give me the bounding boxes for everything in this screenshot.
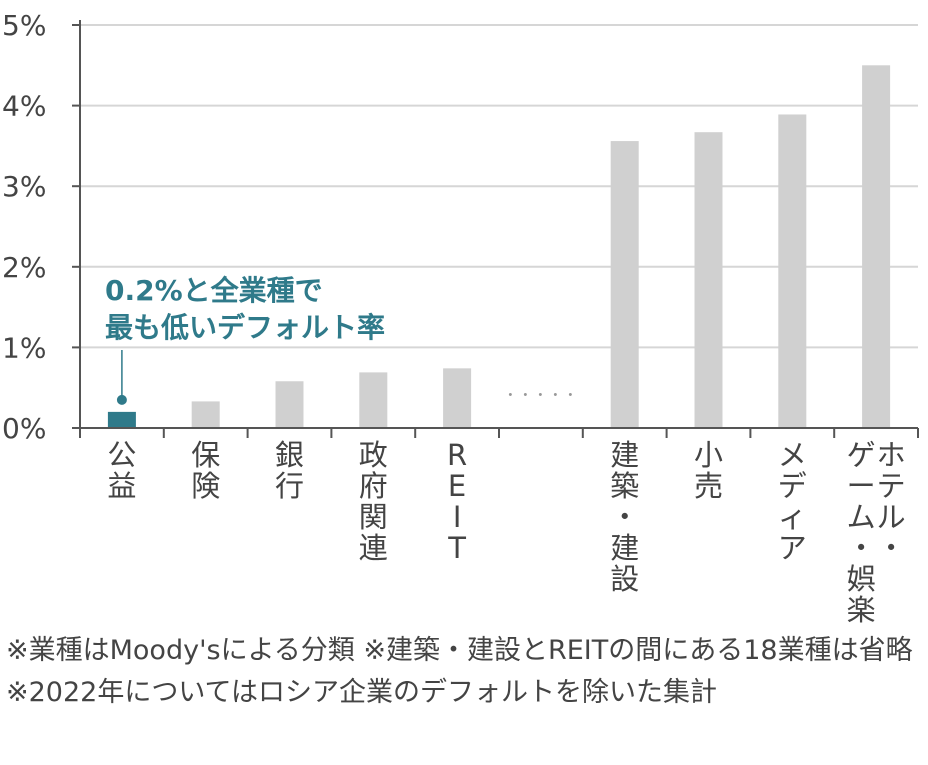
x-tick-label: 建: [610, 531, 639, 565]
y-tick-label: 3%: [2, 170, 46, 203]
y-tick-label: 4%: [2, 90, 46, 123]
x-tick-label: 連: [359, 531, 388, 565]
annotation-dot: [116, 394, 127, 405]
x-tick-label: R: [447, 438, 467, 472]
x-tick-label: 築: [610, 469, 639, 503]
x-tick-label: E: [448, 469, 466, 503]
x-tick-label: ア: [778, 531, 807, 565]
annotation-text: 最も低いデフォルト率: [105, 311, 385, 344]
bar: [862, 65, 891, 429]
x-tick-label: 銀: [275, 438, 304, 472]
x-tick-label: 公: [107, 438, 136, 472]
bar: [443, 368, 472, 428]
x-tick-label: 府: [359, 469, 388, 503]
x-tick-label: 益: [107, 469, 136, 503]
bar: [778, 114, 807, 428]
annotation-text: 0.2%と全業種で: [105, 274, 323, 307]
x-tick-label: ィ: [778, 500, 807, 534]
x-tick-label: 険: [191, 469, 220, 503]
x-tick-label: デ: [778, 469, 807, 503]
bars: ・・・・・: [107, 65, 891, 429]
bar-chart: 0%1%2%3%4%5% ・・・・・ 公益保険銀行政府関連REIT建築・建設小売…: [2, 9, 919, 625]
x-tick-label: 関: [359, 500, 388, 534]
x-tick-label: 売: [694, 469, 723, 503]
x-tick-label: ー: [847, 469, 876, 503]
x-tick-label: T: [447, 531, 466, 565]
x-tick-label: ・: [877, 531, 906, 565]
x-tick-label: ・: [610, 500, 639, 534]
y-axis-ticks: 0% 1% 2% 3% 4% 5%: [2, 9, 80, 445]
x-tick-label: 娯: [847, 562, 876, 596]
y-tick-label: 0%: [2, 412, 46, 445]
x-tick-label: ム: [847, 500, 876, 534]
x-tick-label: 楽: [847, 593, 876, 625]
x-tick-label: メ: [778, 438, 807, 472]
x-tick-label: 小: [694, 438, 723, 472]
x-tick-label: 保: [191, 438, 220, 472]
bar: [191, 401, 220, 428]
x-tick-label: 建: [610, 438, 639, 472]
x-tick-label: ゲ: [847, 438, 876, 472]
x-tick-label: ル: [877, 500, 906, 534]
axes: [79, 20, 919, 438]
x-tick-label: ・: [847, 531, 876, 565]
bar: [359, 372, 388, 428]
bar: [610, 141, 639, 428]
y-tick-label: 5%: [2, 9, 46, 42]
x-tick-label: 政: [359, 438, 388, 472]
x-tick-label: ホ: [877, 438, 906, 472]
y-tick-label: 1%: [2, 331, 46, 364]
footnote: ※業種はMoody'sによる分類 ※建築・建設とREITの間にある18業種は省略…: [6, 635, 913, 708]
bar: [694, 132, 723, 428]
gap-marker: ・・・・・: [503, 388, 578, 404]
x-tick-label: 行: [275, 469, 304, 503]
x-tick-label: 設: [610, 562, 639, 596]
y-tick-label: 2%: [2, 251, 46, 284]
bar: [107, 411, 136, 428]
bar: [275, 381, 304, 428]
x-tick-label: テ: [877, 469, 906, 503]
x-tick-label: I: [453, 500, 462, 534]
